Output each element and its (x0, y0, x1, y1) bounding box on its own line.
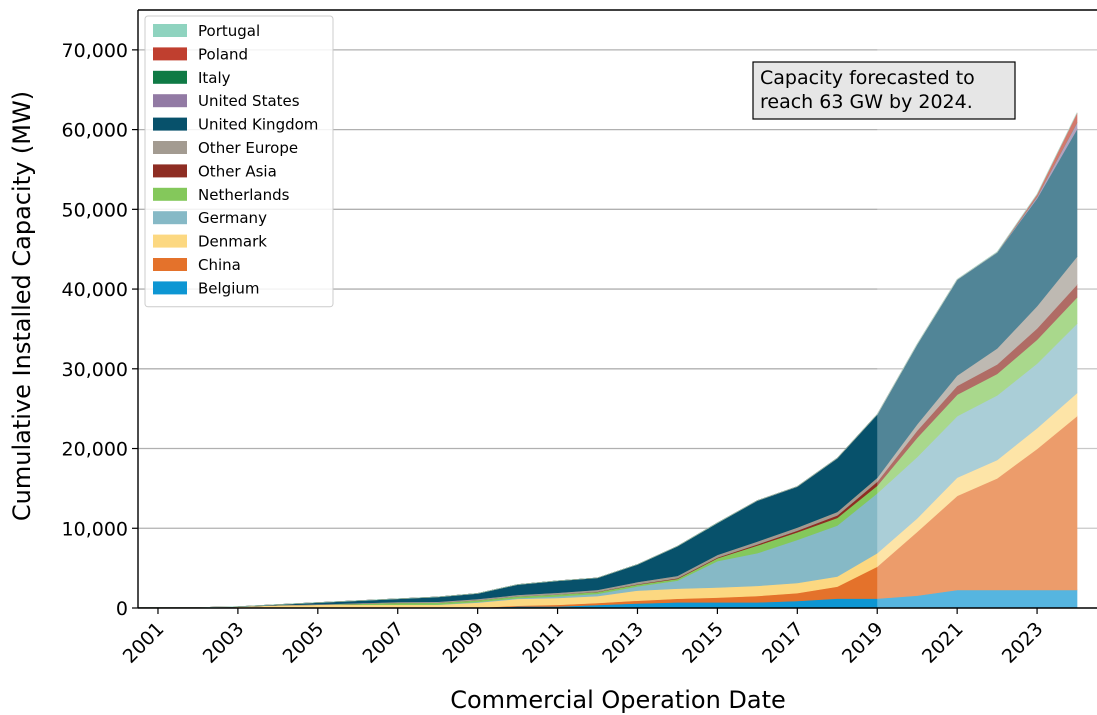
x-tick-label: 2019 (838, 618, 888, 668)
x-tick-label: 2021 (918, 618, 968, 668)
legend-label: Italy (198, 69, 231, 87)
legend-swatch (153, 164, 187, 178)
legend-label: Denmark (198, 233, 267, 251)
y-tick-label: 30,000 (62, 359, 128, 381)
y-tick-label: 50,000 (62, 199, 128, 221)
legend-label: Germany (198, 209, 267, 227)
legend-swatch (153, 47, 187, 61)
y-tick-label: 40,000 (62, 279, 128, 301)
legend-label: Portugal (198, 22, 260, 40)
x-tick-label: 2005 (279, 618, 329, 668)
legend-label: Netherlands (198, 186, 290, 204)
legend-swatch (153, 141, 187, 154)
legend-label: Other Asia (198, 162, 277, 180)
x-tick-label: 2013 (598, 618, 648, 668)
x-tick-label: 2015 (678, 618, 728, 668)
legend-swatch (153, 187, 187, 201)
y-axis-title: Cumulative Installed Capacity (MW) (8, 91, 36, 521)
stacked-areas (137, 112, 1078, 609)
legend-label: United Kingdom (198, 116, 318, 134)
legend-label: Belgium (198, 279, 260, 297)
x-tick-label: 2009 (438, 618, 488, 668)
legend-label: United States (198, 92, 300, 110)
legend-swatch (153, 234, 187, 248)
annotation-line-1: Capacity forecasted to (760, 67, 975, 89)
legend-label: Poland (198, 45, 248, 63)
legend-box (144, 15, 334, 308)
y-tick-label: 60,000 (62, 120, 128, 142)
legend-swatch (153, 94, 187, 108)
x-axis-title: Commercial Operation Date (450, 686, 786, 714)
y-tick-label: 70,000 (62, 40, 128, 62)
annotation-box (752, 61, 1016, 120)
y-tick-label: 10,000 (62, 518, 128, 540)
legend: Portugal Poland Italy United States United K… (144, 15, 334, 308)
legend-swatch (153, 258, 187, 271)
x-tick-label: 2007 (359, 618, 409, 668)
legend-swatch (153, 211, 187, 225)
area-portugal (138, 112, 1078, 608)
x-tick-label: 2017 (758, 618, 808, 668)
legend-swatch (153, 281, 187, 295)
y-tick-label: 20,000 (62, 439, 128, 461)
legend-swatch (153, 70, 187, 84)
forecast-annotation: Capacity forecasted to reach 63 GW by 20… (752, 61, 1016, 120)
x-tick-label: 2003 (199, 618, 249, 668)
legend-label: Other Europe (198, 139, 298, 157)
x-tick-label: 2011 (518, 618, 568, 668)
annotation-line-2: reach 63 GW by 2024. (760, 91, 973, 113)
x-tick-label: 2023 (998, 618, 1048, 668)
legend-swatch (153, 24, 187, 37)
x-tick-label: 2001 (119, 618, 169, 668)
legend-label: China (198, 256, 241, 274)
y-tick-label: 0 (116, 598, 128, 620)
legend-swatch (153, 117, 187, 131)
